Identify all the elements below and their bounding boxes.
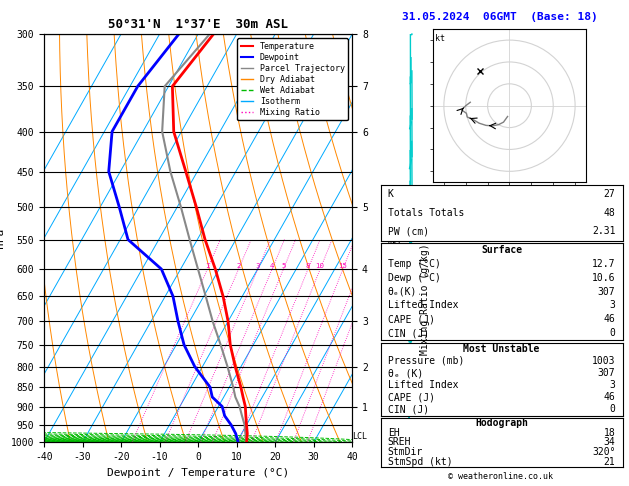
Text: 31.05.2024  06GMT  (Base: 18): 31.05.2024 06GMT (Base: 18) — [402, 12, 598, 22]
Text: 0: 0 — [610, 404, 615, 415]
Text: 8: 8 — [306, 263, 310, 269]
Text: Mixing Ratio (g/kg): Mixing Ratio (g/kg) — [420, 243, 430, 355]
Text: 320°: 320° — [592, 447, 615, 457]
Text: 21: 21 — [604, 457, 615, 467]
Text: Totals Totals: Totals Totals — [388, 208, 464, 218]
Text: 307: 307 — [598, 287, 615, 296]
Text: StmDir: StmDir — [388, 447, 423, 457]
Text: 48: 48 — [604, 208, 615, 218]
Text: Lifted Index: Lifted Index — [388, 380, 459, 390]
Y-axis label: km
ASL: km ASL — [387, 227, 404, 249]
Text: 1: 1 — [205, 263, 209, 269]
Text: Most Unstable: Most Unstable — [464, 344, 540, 354]
Text: LCL: LCL — [352, 432, 367, 441]
Text: 27: 27 — [604, 189, 615, 199]
Text: 20: 20 — [355, 263, 364, 269]
Text: CIN (J): CIN (J) — [388, 404, 429, 415]
Text: 2: 2 — [237, 263, 241, 269]
Text: Surface: Surface — [481, 245, 522, 255]
Text: Lifted Index: Lifted Index — [388, 300, 459, 311]
Text: CAPE (J): CAPE (J) — [388, 392, 435, 402]
Text: CIN (J): CIN (J) — [388, 328, 429, 338]
Text: 4: 4 — [270, 263, 274, 269]
Text: 307: 307 — [598, 368, 615, 378]
Text: 5: 5 — [281, 263, 286, 269]
Text: 3: 3 — [255, 263, 260, 269]
X-axis label: Dewpoint / Temperature (°C): Dewpoint / Temperature (°C) — [107, 468, 289, 478]
Text: 15: 15 — [338, 263, 347, 269]
Text: 46: 46 — [604, 314, 615, 324]
Text: 2.31: 2.31 — [592, 226, 615, 236]
Text: kt: kt — [435, 34, 445, 43]
Text: Temp (°C): Temp (°C) — [388, 259, 441, 269]
Text: 10: 10 — [316, 263, 325, 269]
Text: 12.7: 12.7 — [592, 259, 615, 269]
Text: 0: 0 — [610, 328, 615, 338]
Text: 3: 3 — [610, 380, 615, 390]
Text: Dewp (°C): Dewp (°C) — [388, 273, 441, 283]
Text: © weatheronline.co.uk: © weatheronline.co.uk — [448, 472, 552, 481]
Text: 46: 46 — [604, 392, 615, 402]
Y-axis label: hPa: hPa — [0, 228, 5, 248]
Text: θₑ (K): θₑ (K) — [388, 368, 423, 378]
Text: 34: 34 — [604, 437, 615, 447]
Text: CAPE (J): CAPE (J) — [388, 314, 435, 324]
Text: 10.6: 10.6 — [592, 273, 615, 283]
Text: 3: 3 — [610, 300, 615, 311]
Text: θₑ(K): θₑ(K) — [388, 287, 417, 296]
Title: 50°31'N  1°37'E  30m ASL: 50°31'N 1°37'E 30m ASL — [108, 18, 288, 32]
Legend: Temperature, Dewpoint, Parcel Trajectory, Dry Adiabat, Wet Adiabat, Isotherm, Mi: Temperature, Dewpoint, Parcel Trajectory… — [237, 38, 348, 121]
Text: Hodograph: Hodograph — [475, 418, 528, 428]
Text: StmSpd (kt): StmSpd (kt) — [388, 457, 452, 467]
Text: Pressure (mb): Pressure (mb) — [388, 356, 464, 366]
Text: SREH: SREH — [388, 437, 411, 447]
Text: K: K — [388, 189, 394, 199]
Text: PW (cm): PW (cm) — [388, 226, 429, 236]
Text: 18: 18 — [604, 428, 615, 437]
Text: 1003: 1003 — [592, 356, 615, 366]
Text: EH: EH — [388, 428, 399, 437]
